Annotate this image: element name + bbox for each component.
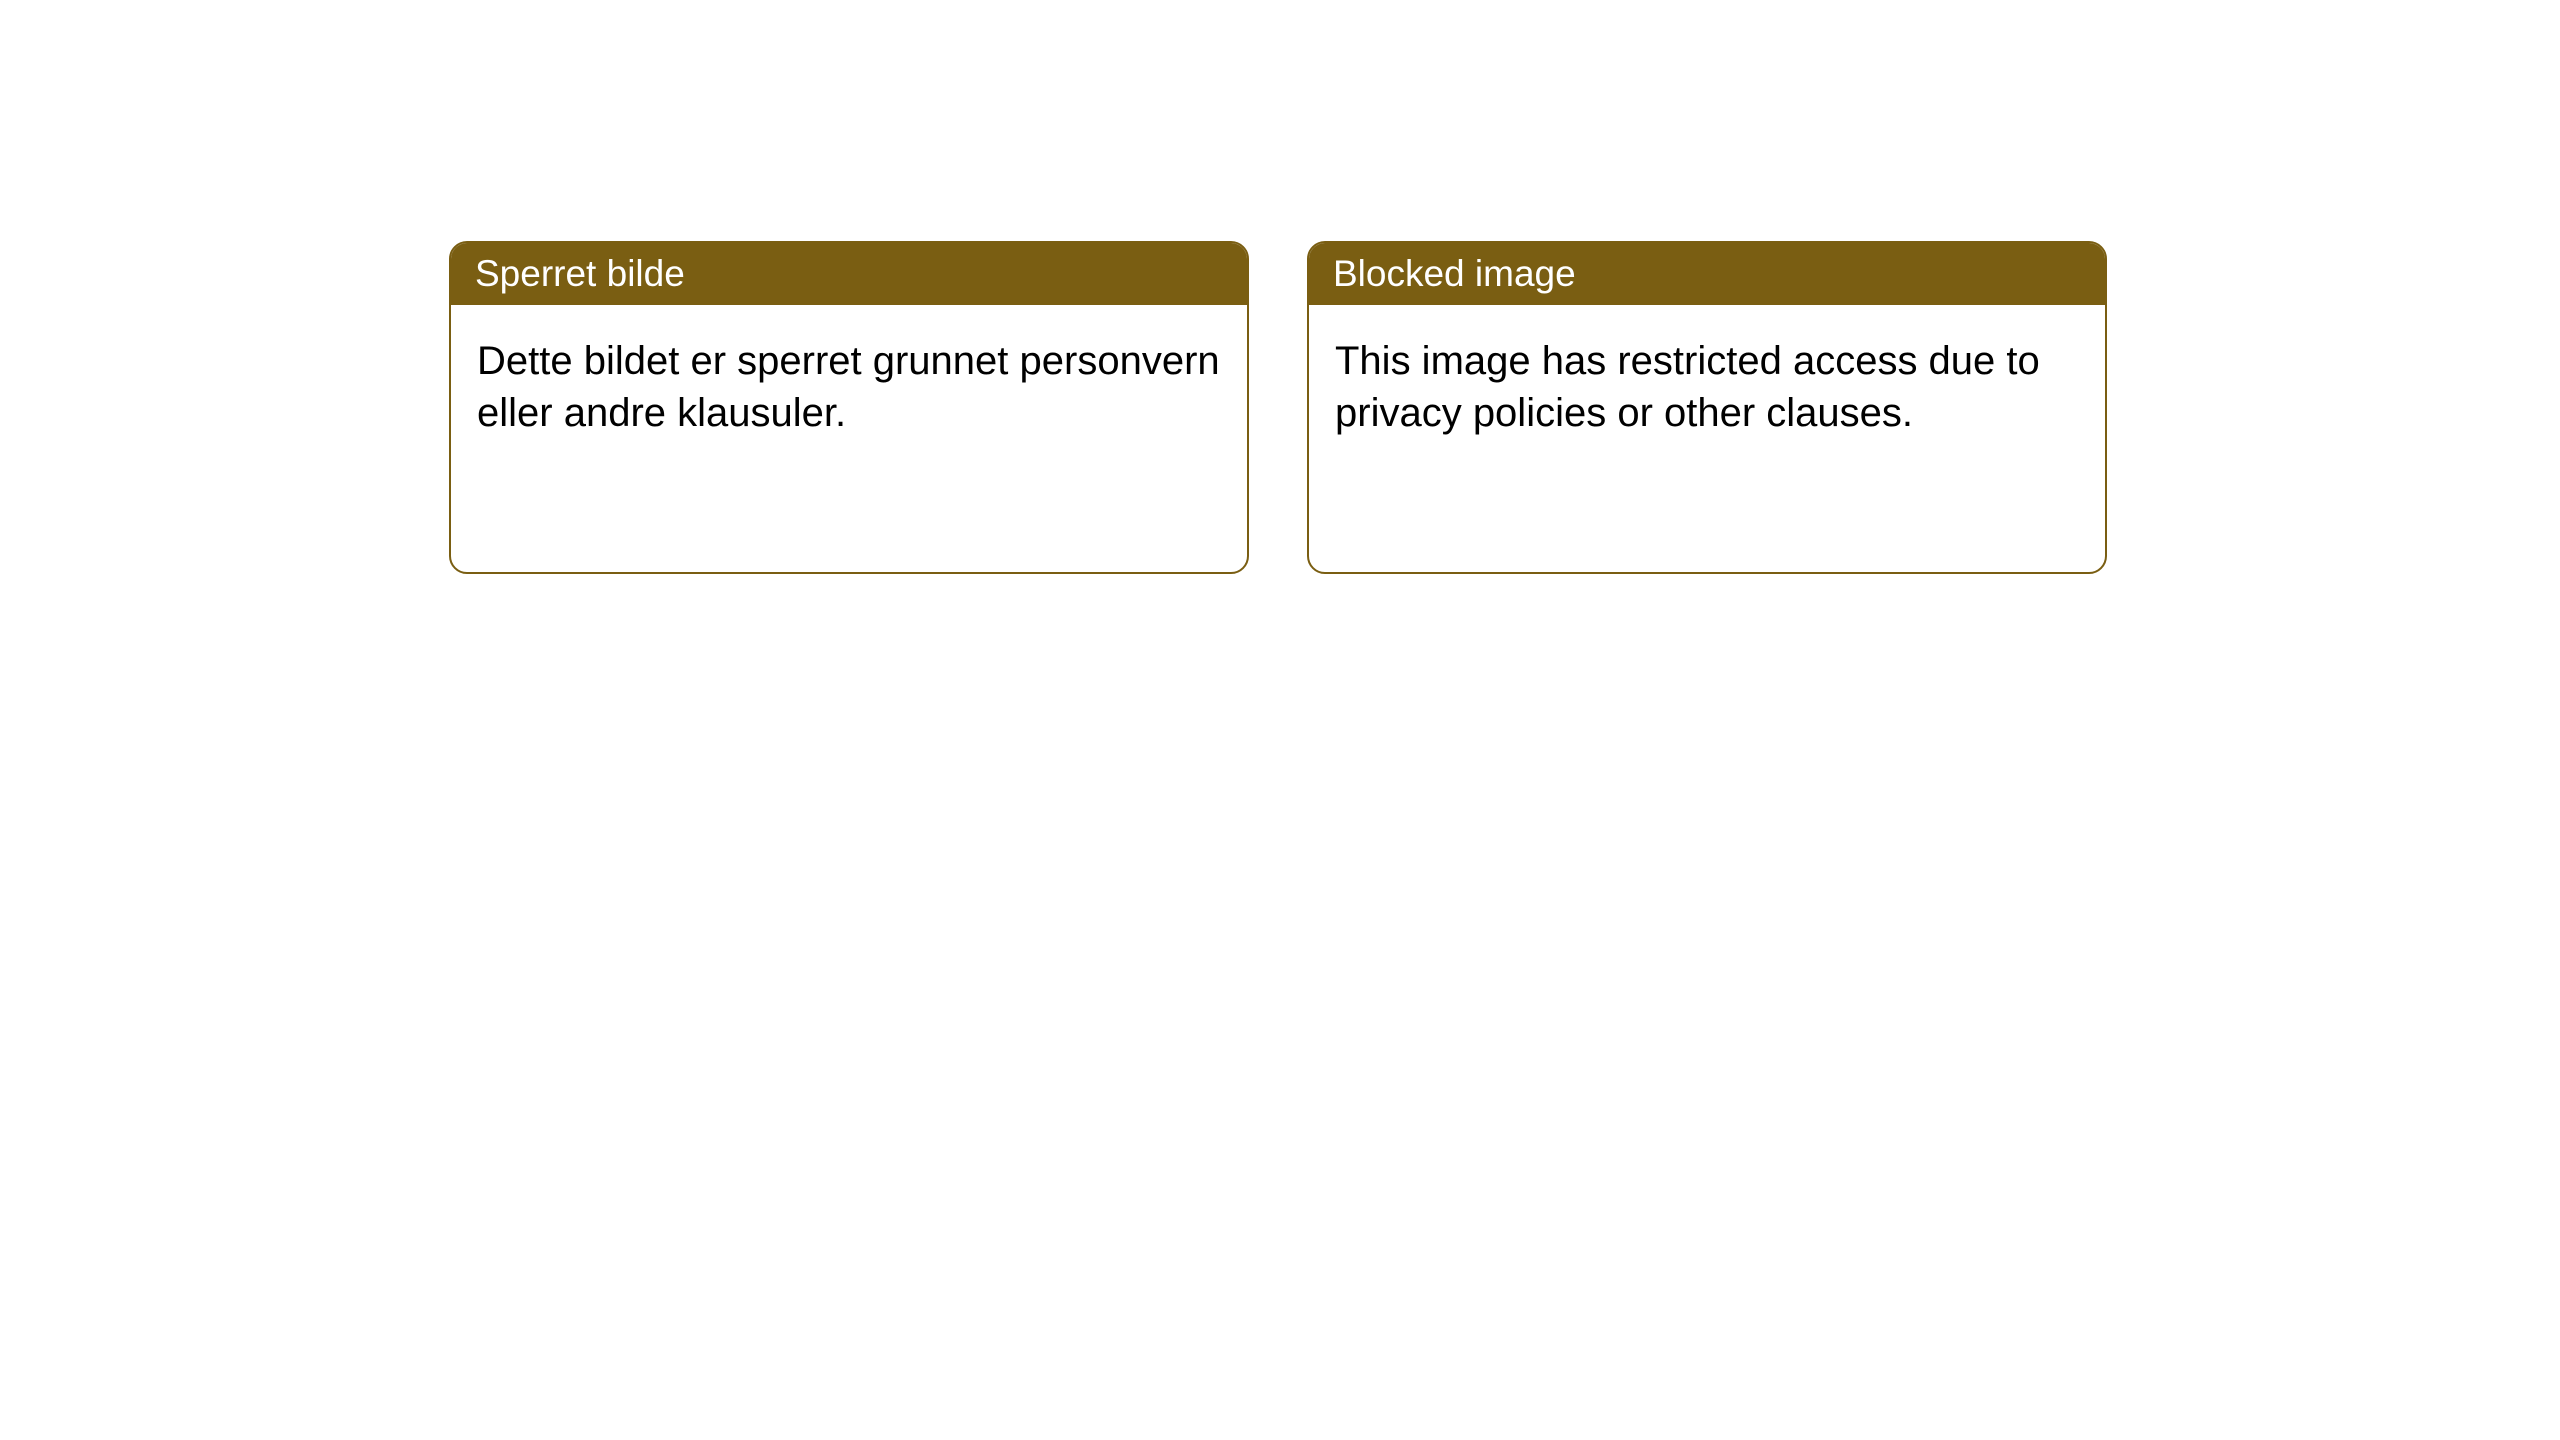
notice-body: This image has restricted access due to … xyxy=(1309,305,2105,469)
notice-body-text: This image has restricted access due to … xyxy=(1335,339,2040,435)
notice-title: Blocked image xyxy=(1333,253,1576,294)
notice-header: Blocked image xyxy=(1309,243,2105,305)
notice-header: Sperret bilde xyxy=(451,243,1247,305)
notice-container: Sperret bilde Dette bildet er sperret gr… xyxy=(0,0,2560,574)
notice-body: Dette bildet er sperret grunnet personve… xyxy=(451,305,1247,469)
notice-card-english: Blocked image This image has restricted … xyxy=(1307,241,2107,574)
notice-body-text: Dette bildet er sperret grunnet personve… xyxy=(477,339,1220,435)
notice-title: Sperret bilde xyxy=(475,253,685,294)
notice-card-norwegian: Sperret bilde Dette bildet er sperret gr… xyxy=(449,241,1249,574)
